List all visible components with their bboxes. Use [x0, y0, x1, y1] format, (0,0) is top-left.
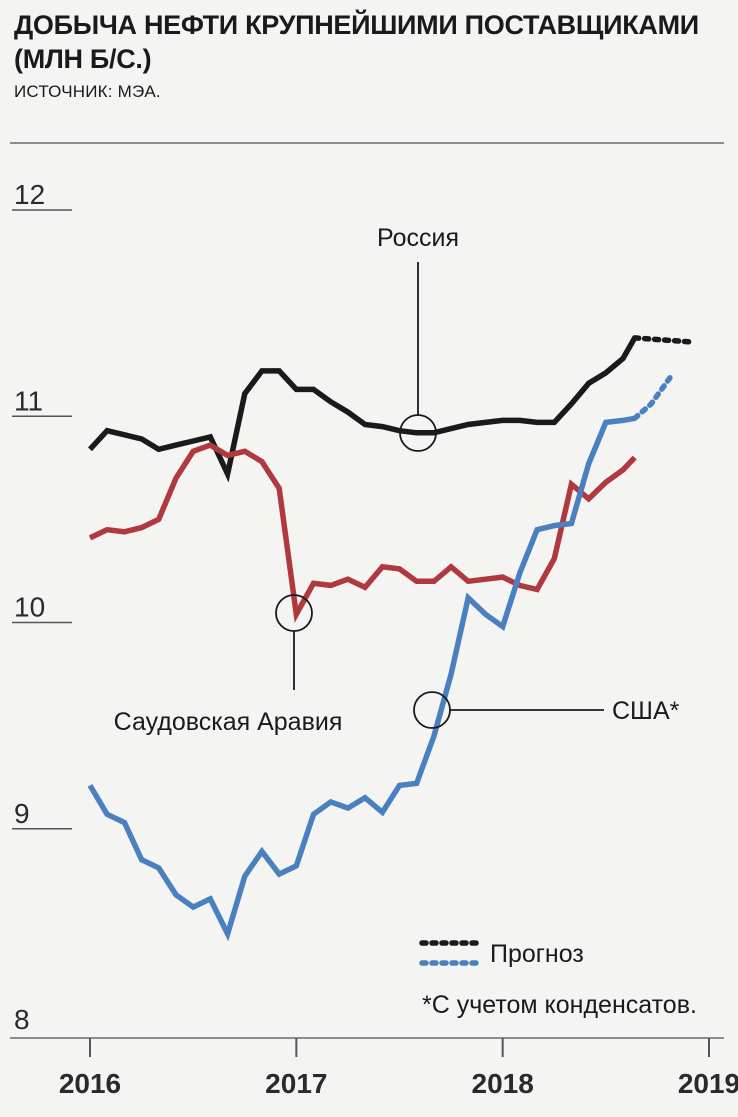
russia-label: Россия	[377, 224, 459, 252]
chart-annotations: Россия Саудовская Аравия США*	[114, 224, 680, 736]
chart-legend: Прогноз *С учетом конденсатов.	[419, 940, 697, 1019]
chart-header: ДОБЫЧА НЕФТИ КРУПНЕЙШИМИ ПОСТАВЩИКАМИ (М…	[14, 8, 724, 102]
y-tick-label: 12	[14, 179, 45, 210]
x-tick-label: 2019	[678, 1068, 738, 1099]
chart-title: ДОБЫЧА НЕФТИ КРУПНЕЙШИМИ ПОСТАВЩИКАМИ (М…	[14, 10, 699, 74]
chart-source: ИСТОЧНИК: МЭА.	[14, 82, 161, 101]
footnote: *С учетом конденсатов.	[422, 991, 697, 1019]
usa-label: США*	[612, 697, 680, 725]
x-tick-label: 2016	[59, 1068, 121, 1099]
russia-line	[87, 336, 638, 483]
usa-marker-circle	[413, 691, 451, 729]
y-tick-label: 11	[14, 385, 43, 416]
y-tick-label: 8	[14, 1004, 30, 1035]
usa-forecast-line	[631, 372, 675, 422]
chart-series	[87, 335, 695, 942]
russia-forecast-line	[631, 335, 695, 345]
saudi-line	[88, 442, 637, 623]
header-divider	[10, 142, 724, 144]
y-tick-label: 10	[14, 592, 45, 623]
chart-axes: 8 9 10 11 12 2016 2017 2018 2019	[10, 179, 738, 1099]
usa-line	[87, 415, 636, 942]
legend-forecast-label: Прогноз	[490, 940, 584, 968]
x-tick-label: 2018	[472, 1068, 534, 1099]
saudi-label: Саудовская Аравия	[114, 708, 343, 736]
y-tick-label: 9	[14, 798, 30, 829]
x-tick-label: 2017	[265, 1068, 327, 1099]
